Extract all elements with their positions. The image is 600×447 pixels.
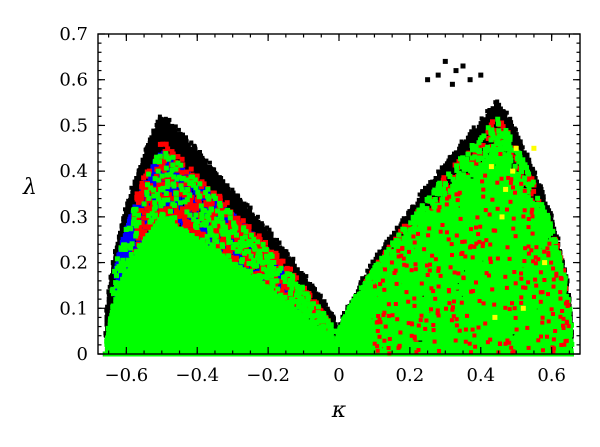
data-point [230,190,236,196]
data-point [136,172,142,178]
data-point [323,307,329,313]
data-point [200,157,206,163]
data-point [224,183,230,189]
data-point [244,216,250,222]
data-point [146,165,152,170]
data-point [217,179,222,185]
data-point [157,121,163,127]
data-point [208,186,214,192]
data-point [221,194,226,200]
data-point [225,205,231,211]
data-point [291,267,297,273]
data-point [206,183,212,189]
data-point [153,143,158,148]
data-point [236,212,242,218]
data-point [234,201,239,207]
data-point [227,190,233,196]
data-point [264,230,270,236]
data-point [257,230,263,236]
data-point [127,201,133,207]
data-point [132,186,138,192]
data-point [168,132,174,138]
data-point [172,146,178,152]
data-point [253,227,259,233]
data-point [123,216,129,222]
data-point [167,139,173,145]
data-point [206,179,212,185]
data-point [104,307,110,313]
data-point [163,128,169,134]
data-point [157,132,163,138]
data-point [191,154,197,159]
data-point [110,278,116,284]
data-point [246,212,252,218]
data-point [291,263,297,269]
data-point [332,322,338,328]
data-point [202,176,208,181]
data-point [106,300,112,306]
data-point [221,183,227,189]
data-point [253,223,259,229]
data-point [151,132,157,138]
data-point [123,219,129,225]
data-point [217,190,222,196]
data-point [274,245,280,251]
data-point [108,296,114,302]
data-point [167,135,173,141]
data-point [132,201,138,207]
data-points-layer [102,58,575,357]
data-point [163,135,169,141]
data-point [193,157,199,163]
data-point [277,245,283,251]
data-point [199,172,205,178]
data-point [221,186,227,192]
data-point [174,139,180,145]
data-point [155,146,161,152]
data-point [212,179,218,185]
data-point [197,168,203,174]
data-point [157,135,163,141]
data-point [195,161,201,167]
data-point [189,161,195,167]
data-point [265,234,271,240]
data-point [300,282,305,287]
data-point [196,157,202,163]
data-point [174,143,180,148]
data-point [231,208,237,214]
data-point [194,150,200,156]
data-point [225,194,231,200]
data-point [179,135,185,141]
data-point [170,135,176,141]
data-point [187,154,193,159]
data-point [295,278,301,284]
data-point [176,135,182,141]
data-point [195,154,201,159]
data-point [108,282,114,287]
data-point [212,186,218,192]
data-point [116,234,122,240]
data-point [189,157,195,163]
